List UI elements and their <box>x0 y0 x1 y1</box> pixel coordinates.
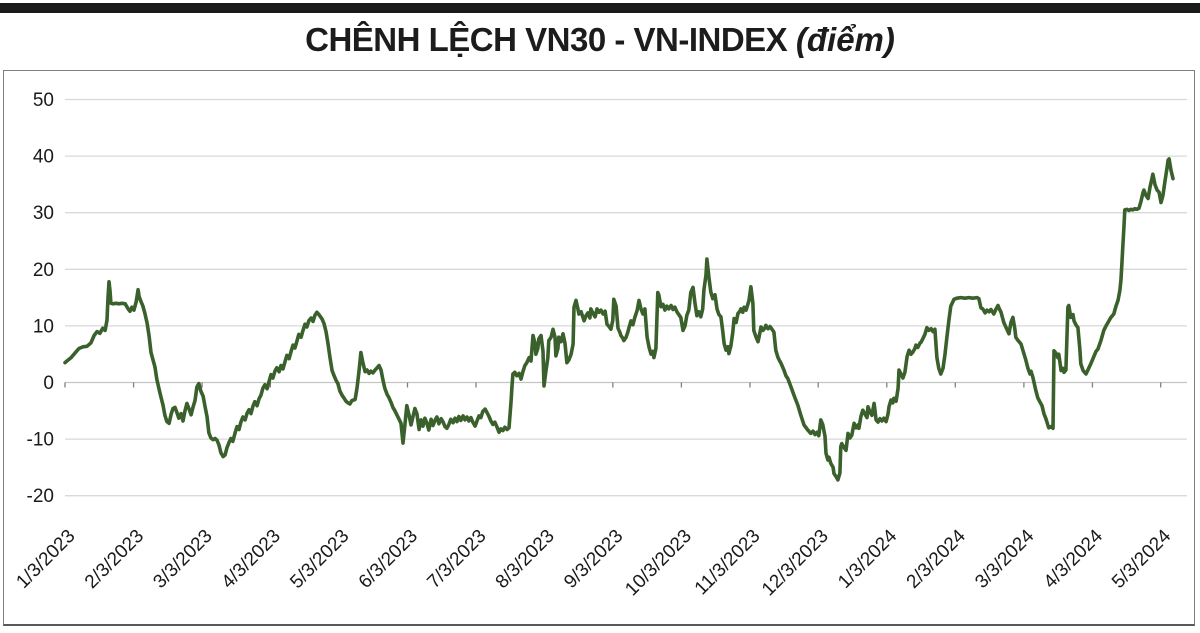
y-axis-tick-label: 50 <box>33 90 54 111</box>
chart-frame: 50 40 30 20 10 0 -10 -20 1/3/2023 2/3/2023 3/3/202… <box>3 70 1195 626</box>
x-axis-tick-label: 9/3/2023 <box>560 526 627 593</box>
y-axis-tick-label: 20 <box>33 260 54 281</box>
x-axis-tick-label: 12/3/2023 <box>758 526 833 601</box>
x-axis-tick-label: 1/3/2023 <box>12 526 79 593</box>
x-axis-tick-label: 5/3/2023 <box>286 526 353 593</box>
series-line <box>63 157 1175 482</box>
x-axis-tick-label: 4/3/2024 <box>1040 525 1107 592</box>
y-axis-tick-label: 30 <box>33 203 54 224</box>
page-title: CHÊNH LỆCH VN30 - VN-INDEX <box>305 21 788 58</box>
top-accent-bar <box>0 3 1200 13</box>
y-axis-tick-label: 0 <box>43 373 54 394</box>
x-axis-tick-label: 1/3/2024 <box>834 525 901 592</box>
y-axis-tick-label: -20 <box>27 486 54 507</box>
title-unit-gap <box>787 21 796 58</box>
x-axis-tick-label: 5/3/2024 <box>1108 525 1175 592</box>
x-axis-tick-label: 2/3/2023 <box>81 526 148 593</box>
y-axis-tick-label: 10 <box>33 316 54 337</box>
y-axis-tick-label: 40 <box>33 147 54 168</box>
x-axis-tick-label: 8/3/2023 <box>492 526 559 593</box>
chart-title-row: CHÊNH LỆCH VN30 - VN-INDEX (điểm) <box>0 21 1200 59</box>
x-axis-tick-label: 10/3/2023 <box>621 526 696 601</box>
x-axis-tick-label: 3/3/2023 <box>150 526 217 593</box>
x-axis-tick-label: 3/3/2024 <box>971 525 1038 592</box>
x-axis-tick-label: 7/3/2023 <box>423 526 490 593</box>
x-axis-tick-label: 6/3/2023 <box>355 526 422 593</box>
x-axis-tick-label: 2/3/2024 <box>903 525 970 592</box>
x-axis-tick-label: 11/3/2023 <box>691 526 765 600</box>
y-axis-tick-label: -10 <box>27 430 54 451</box>
page-title-unit: (điểm) <box>795 21 895 58</box>
x-axis-tick-label: 4/3/2023 <box>218 526 285 593</box>
